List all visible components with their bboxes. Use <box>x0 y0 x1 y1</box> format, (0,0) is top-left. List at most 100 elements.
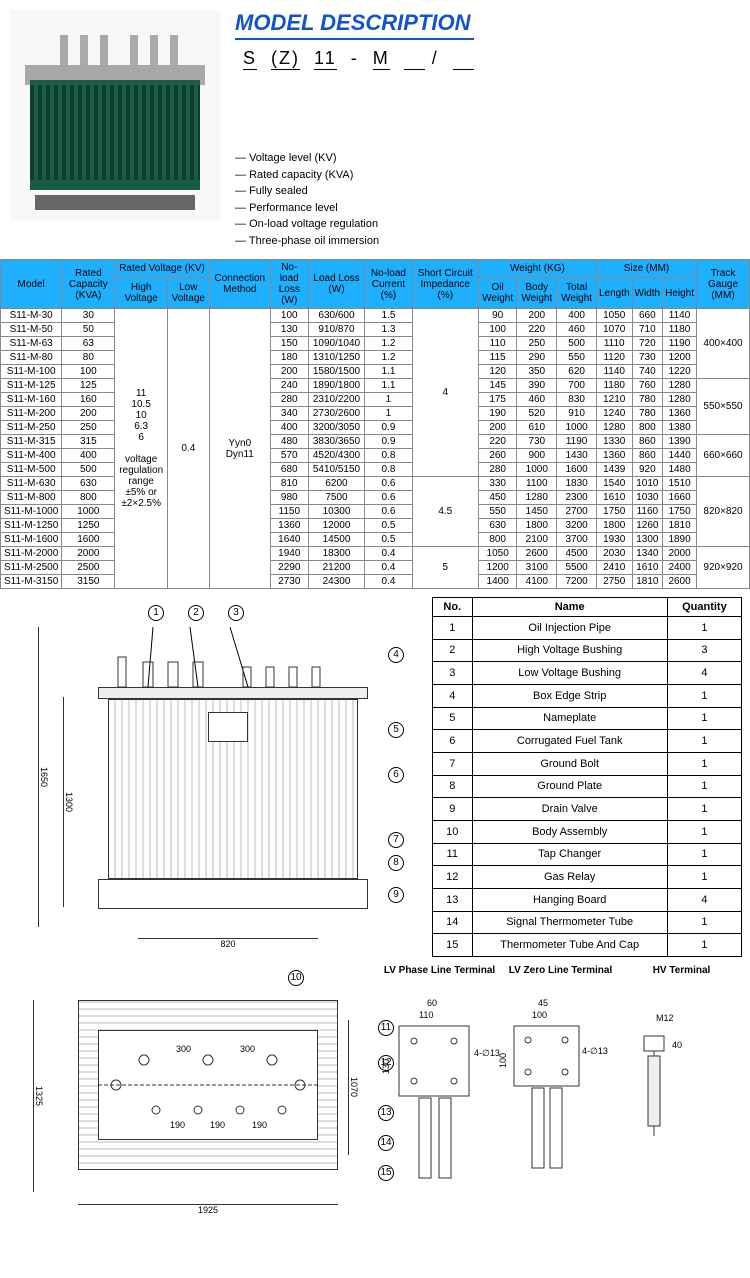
dim-w: 820 <box>138 938 318 949</box>
col-total: Total Weight <box>557 278 597 309</box>
callout-8: 8 <box>388 855 404 871</box>
svg-text:100: 100 <box>498 1053 508 1068</box>
table-row: S11-M-250025002290212000.412003100550024… <box>1 561 750 575</box>
svg-text:190: 190 <box>252 1120 267 1130</box>
dim-plan-w: 1925 <box>78 1204 338 1215</box>
col-impedance: Short Circuit Impedance (%) <box>412 260 478 309</box>
table-row: S11-M-4004005704520/43000.82609001430136… <box>1 449 750 463</box>
header-section: MODEL DESCRIPTION S (Z) 11 - M / Voltage… <box>0 0 750 259</box>
table-row: 5Nameplate1 <box>433 707 742 730</box>
table-row: 7Ground Bolt1 <box>433 752 742 775</box>
col-body: Body Weight <box>517 278 557 309</box>
callout-10: 10 <box>288 970 304 986</box>
svg-text:110: 110 <box>419 1010 433 1020</box>
table-row: 6Corrugated Fuel Tank1 <box>433 730 742 753</box>
table-row: S11-M-1251252401890/18001.11453907001180… <box>1 379 750 393</box>
term-label-lv-zero: LV Zero Line Terminal <box>500 965 621 976</box>
table-row: 14Signal Thermometer Tube1 <box>433 911 742 934</box>
callout-6: 6 <box>388 767 404 783</box>
parts-col-name: Name <box>472 598 667 617</box>
callout-9: 9 <box>388 887 404 903</box>
svg-text:4-∅13: 4-∅13 <box>582 1046 608 1056</box>
callout-1: 1 <box>148 605 164 621</box>
table-row: S11-M-315031502730243000.414004100720027… <box>1 575 750 589</box>
table-row: 1Oil Injection Pipe1 <box>433 617 742 640</box>
col-length: Length <box>596 278 632 309</box>
label-threephase: Three-phase oil immersion <box>235 233 474 250</box>
table-row: 11Tap Changer1 <box>433 843 742 866</box>
model-description: MODEL DESCRIPTION S (Z) 11 - M / Voltage… <box>235 10 474 249</box>
svg-text:M12: M12 <box>656 1013 674 1023</box>
label-voltage: Voltage level (KV) <box>235 150 474 167</box>
table-row: 3Low Voltage Bushing4 <box>433 662 742 685</box>
transformer-photo <box>10 10 220 220</box>
table-row: 12Gas Relay1 <box>433 866 742 889</box>
table-row: 10Body Assembly1 <box>433 820 742 843</box>
svg-text:300: 300 <box>240 1044 255 1054</box>
label-performance: Performance level <box>235 200 474 217</box>
table-row: S11-M-200020001940183000.451050260045002… <box>1 547 750 561</box>
col-load-loss: Load Loss (W) <box>308 260 365 309</box>
table-row: 15Thermometer Tube And Cap1 <box>433 934 742 957</box>
callout-5: 5 <box>388 722 404 738</box>
svg-text:300: 300 <box>176 1044 191 1054</box>
col-width: Width <box>632 278 663 309</box>
table-row: S11-M-5050130910/8701.310022046010707101… <box>1 323 750 337</box>
elevation-diagram: 1 2 3 4 5 6 7 8 9 1650 1300 820 <box>8 597 424 957</box>
label-onload: On-load voltage regulation <box>235 216 474 233</box>
svg-text:130: 130 <box>381 1059 391 1074</box>
terminal-drawings: 11060 130 4-∅13 10045 100 4-∅13 M12 40 <box>379 976 699 1196</box>
table-row: S11-M-1601602802310/22001175460830121078… <box>1 393 750 407</box>
col-model: Model <box>1 260 62 309</box>
svg-text:40: 40 <box>672 1040 682 1050</box>
table-row: S11-M-80080098075000.6450128023001610103… <box>1 491 750 505</box>
table-row: S11-M-100010001150103000.655014502700175… <box>1 505 750 519</box>
table-row: 2High Voltage Bushing3 <box>433 639 742 662</box>
table-row: 13Hanging Board4 <box>433 888 742 911</box>
svg-text:100: 100 <box>532 1010 547 1020</box>
parts-col-no: No. <box>433 598 473 617</box>
svg-text:45: 45 <box>538 998 548 1008</box>
col-noload-loss: No-load Loss (W) <box>270 260 308 309</box>
colgroup-voltage: Rated Voltage (KV) <box>115 260 209 278</box>
dim-h1: 1650 <box>38 627 49 927</box>
model-labels: Voltage level (KV) Rated capacity (KVA) … <box>235 150 474 249</box>
svg-text:60: 60 <box>427 998 437 1008</box>
callout-3: 3 <box>228 605 244 621</box>
table-row: S11-M-160016001640145000.580021003700193… <box>1 533 750 547</box>
col-height: Height <box>663 278 697 309</box>
table-row: 9Drain Valve1 <box>433 798 742 821</box>
table-row: S11-M-2502504003200/30500.92006101000128… <box>1 421 750 435</box>
table-row: S11-M-80801801310/12501.2115290550112073… <box>1 351 750 365</box>
plan-diagram: 10 11 12 13 14 15 1925 1325 1070 300300 … <box>8 965 371 1225</box>
table-row: S11-M-125012501360120000.563018003200180… <box>1 519 750 533</box>
callout-4: 4 <box>388 647 404 663</box>
svg-text:190: 190 <box>210 1120 225 1130</box>
col-hv: High Voltage <box>115 278 168 309</box>
table-row: S11-M-1001002001580/15001.11203506201140… <box>1 365 750 379</box>
table-row: 4Box Edge Strip1 <box>433 684 742 707</box>
table-row: S11-M-303011 10.5 10 6.3 6 voltage regul… <box>1 309 750 323</box>
table-row: S11-M-63063081062000.64.5330110018301540… <box>1 477 750 491</box>
parts-col-qty: Quantity <box>667 598 741 617</box>
col-capacity: Rated Capacity (KVA) <box>62 260 115 309</box>
col-noload-current: No-load Current (%) <box>365 260 412 309</box>
table-row: S11-M-2002003402730/26001190520910124078… <box>1 407 750 421</box>
table-row: 8Ground Plate1 <box>433 775 742 798</box>
section-title: MODEL DESCRIPTION <box>235 10 474 40</box>
col-oil: Oil Weight <box>479 278 517 309</box>
parts-table: No. Name Quantity 1Oil Injection Pipe12H… <box>432 597 742 957</box>
dim-h2: 1300 <box>63 697 74 907</box>
callout-2: 2 <box>188 605 204 621</box>
dim-plan-h: 1325 <box>33 1000 44 1192</box>
col-connection: Connection Method <box>209 260 270 309</box>
table-row: S11-M-5005006805410/51500.82801000160014… <box>1 463 750 477</box>
svg-text:190: 190 <box>170 1120 185 1130</box>
colgroup-weight: Weight (KG) <box>479 260 597 278</box>
terminal-diagrams: LV Phase Line Terminal LV Zero Line Term… <box>379 965 742 1225</box>
dim-plan-ih: 1070 <box>348 1020 359 1155</box>
col-gauge: Track Gauge (MM) <box>697 260 750 309</box>
callout-7: 7 <box>388 832 404 848</box>
table-row: S11-M-3153154803830/36500.92207301190133… <box>1 435 750 449</box>
model-code-format: S (Z) 11 - M / <box>235 48 474 70</box>
